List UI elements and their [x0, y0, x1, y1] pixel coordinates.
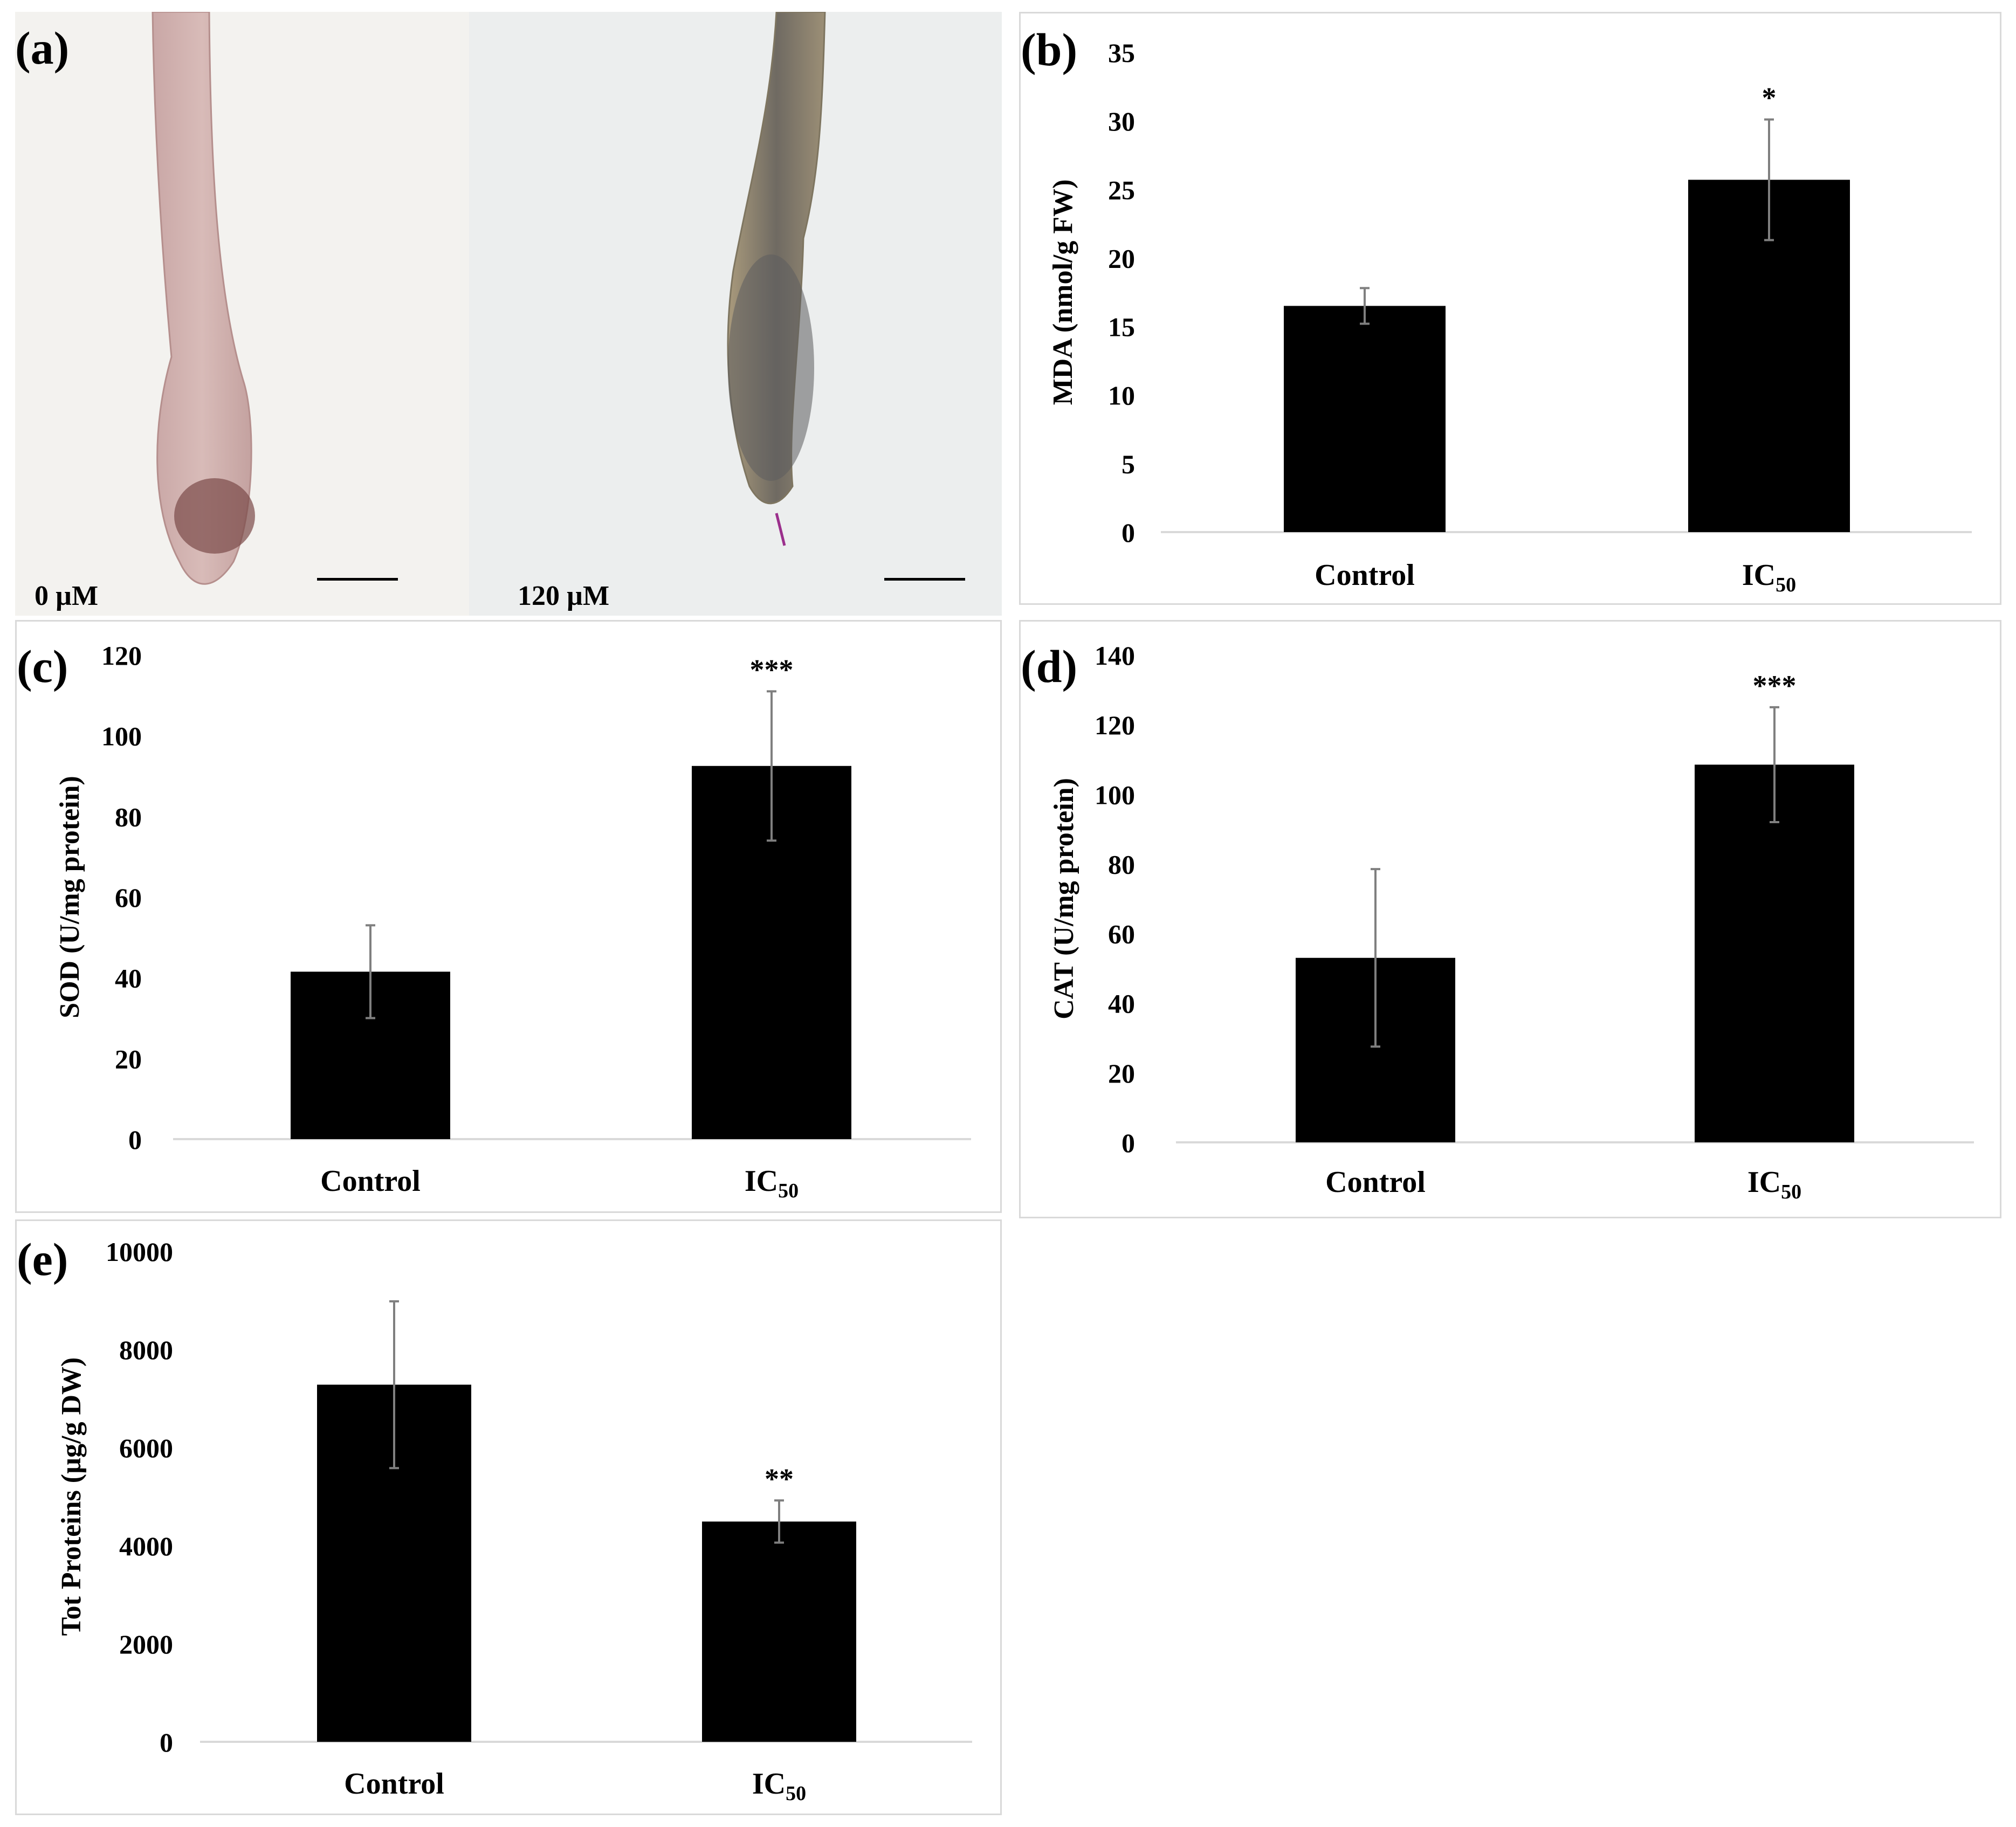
micrograph-caption-120um: 120 µM: [518, 581, 610, 611]
y-tick-label: 140: [1095, 640, 1135, 671]
y-tick-label: 80: [1108, 849, 1135, 879]
significance-marker: ***: [1753, 670, 1797, 702]
y-tick-label: 60: [115, 883, 142, 913]
y-tick-label: 8000: [119, 1335, 173, 1365]
y-tick-label: 20: [1108, 243, 1135, 273]
x-tick-label: IC50: [745, 1164, 799, 1202]
y-axis-label: SOD (U/mg protein): [54, 776, 85, 1018]
panel-label-c: (c): [17, 640, 68, 692]
y-tick-label: 0: [1121, 1128, 1135, 1158]
y-tick-label: 0: [1121, 518, 1135, 548]
x-tick-label: Control: [344, 1767, 444, 1801]
x-tick-label: Control: [1315, 559, 1415, 592]
panel-label-b: (b): [1021, 24, 1078, 75]
panel-b: 0 5 10 15 20 25 30 35 MDA (nmol/g FW) Control * IC5…: [1019, 12, 2001, 605]
y-tick-label: 100: [1095, 780, 1135, 810]
bar-chart-sod: 0 20 40 60 80 100 120 SOD (U/mg protein) Control…: [54, 640, 971, 1202]
y-tick-label: 30: [1108, 106, 1135, 136]
y-tick-label: 20: [1108, 1058, 1135, 1088]
bar-chart-mda: 0 5 10 15 20 25 30 35 MDA (nmol/g FW) Control * IC5…: [1048, 38, 1972, 596]
panel-d: 0 20 40 60 80 100 120 140 CAT (U/mg protein) Cont…: [1019, 620, 2001, 1218]
x-tick-label: IC50: [1747, 1166, 1801, 1203]
y-tick-label: 120: [101, 640, 142, 671]
micrograph-0um: 0 µM: [15, 12, 469, 616]
y-tick-label: 4000: [119, 1531, 173, 1561]
y-tick-label: 120: [1095, 710, 1135, 740]
bar-chart-total-proteins: 0 2000 4000 6000 8000 10000 Tot Proteins (µg/g…: [56, 1237, 972, 1805]
y-tick-label: 2000: [119, 1629, 173, 1659]
root-illustration-treated: [727, 12, 826, 546]
y-tick-label: 35: [1108, 38, 1135, 68]
y-tick-label: 10000: [106, 1237, 173, 1267]
x-tick-label: Control: [1325, 1166, 1426, 1199]
significance-marker: ***: [750, 653, 794, 686]
y-tick-label: 5: [1121, 449, 1135, 479]
y-tick-label: 40: [1108, 989, 1135, 1019]
y-axis-label: Tot Proteins (µg/g DW): [56, 1357, 87, 1636]
y-tick-label: 80: [115, 802, 142, 832]
y-tick-label: 40: [115, 963, 142, 994]
y-axis-label: MDA (nmol/g FW): [1048, 180, 1078, 405]
micrograph-caption-0um: 0 µM: [35, 581, 99, 611]
significance-marker: *: [1762, 82, 1777, 114]
y-tick-label: 60: [1108, 919, 1135, 949]
bar-ic50: [702, 1521, 856, 1742]
panel-a: 0 µM 120 µM (a): [15, 12, 1002, 616]
y-tick-label: 25: [1108, 175, 1135, 205]
y-tick-label: 6000: [119, 1433, 173, 1463]
panel-label-a: (a): [15, 22, 70, 74]
micrograph-120um: 120 µM: [469, 12, 1002, 616]
panel-label-e: (e): [17, 1233, 68, 1285]
significance-marker: **: [765, 1463, 794, 1495]
y-tick-label: 15: [1108, 312, 1135, 342]
panel-label-d: (d): [1021, 640, 1078, 692]
y-tick-label: 0: [128, 1125, 142, 1155]
scale-bar: [317, 578, 398, 581]
x-tick-label: IC50: [1742, 559, 1796, 596]
scale-bar: [884, 578, 965, 581]
root-illustration-control: [152, 12, 255, 585]
y-tick-label: 20: [115, 1044, 142, 1074]
bar-chart-cat: 0 20 40 60 80 100 120 140 CAT (U/mg protein) Cont…: [1049, 640, 1974, 1203]
bar-ic50: [1695, 764, 1854, 1142]
y-tick-label: 0: [160, 1727, 173, 1757]
y-tick-label: 100: [101, 721, 142, 752]
panel-c: 0 20 40 60 80 100 120 SOD (U/mg protein) Control…: [15, 620, 1002, 1213]
bar-control: [1284, 306, 1446, 532]
panel-e: 0 2000 4000 6000 8000 10000 Tot Proteins (µg/g…: [15, 1219, 1002, 1815]
y-axis-label: CAT (U/mg protein): [1049, 778, 1079, 1019]
x-tick-label: Control: [320, 1164, 421, 1198]
y-tick-label: 10: [1108, 381, 1135, 411]
x-tick-label: IC50: [752, 1767, 806, 1805]
